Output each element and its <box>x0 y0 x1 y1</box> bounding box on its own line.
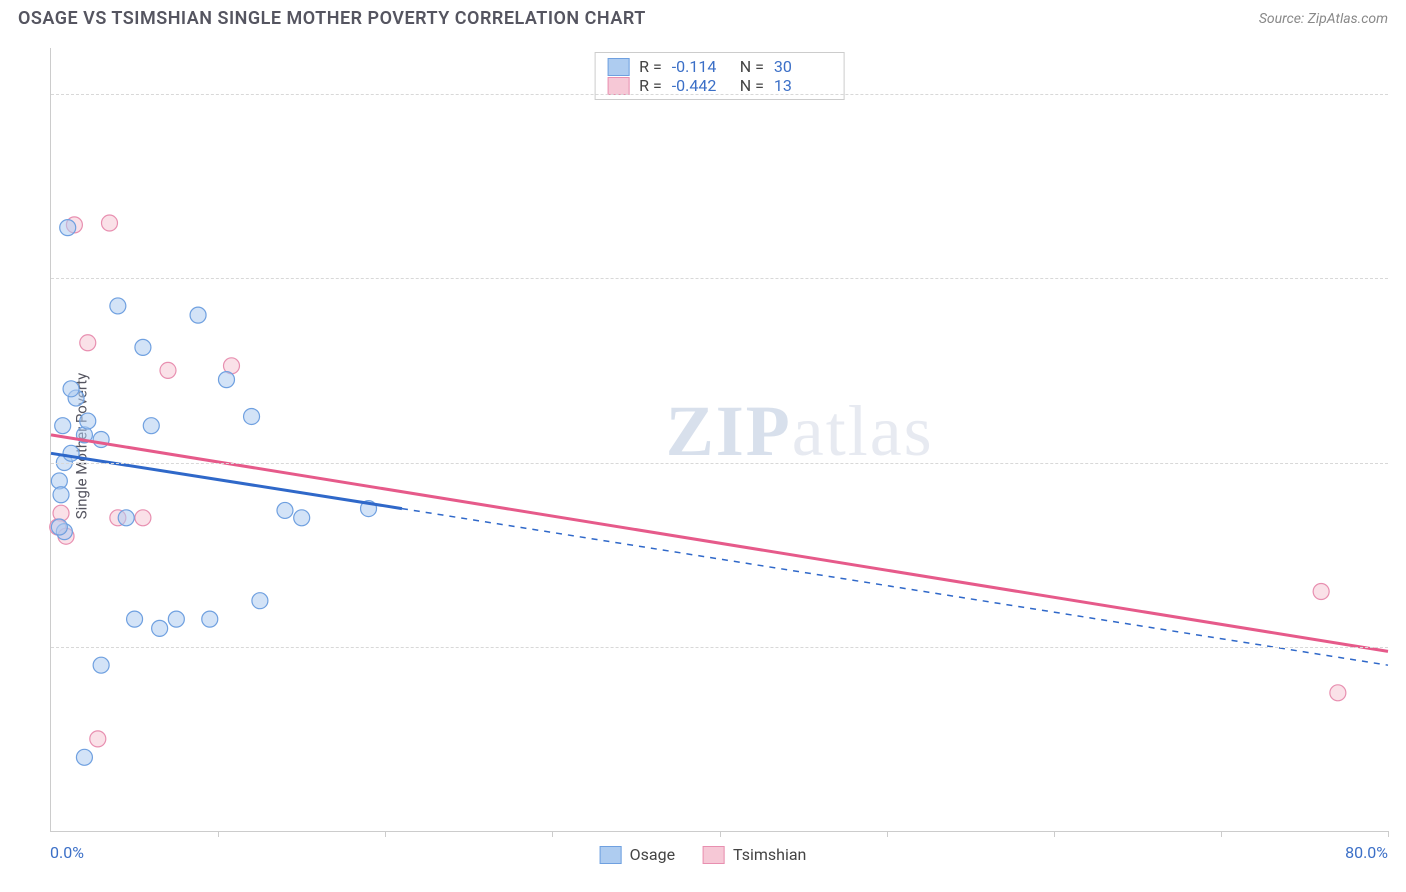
osage-point <box>294 510 310 526</box>
osage-point <box>63 445 79 461</box>
osage-point <box>60 220 76 236</box>
x-tick <box>385 831 386 837</box>
chart-svg <box>51 48 1388 831</box>
osage-point <box>190 307 206 323</box>
tsimshian-point <box>160 362 176 378</box>
osage-point <box>80 413 96 429</box>
osage-point <box>135 339 151 355</box>
tsimshian-point <box>1330 685 1346 701</box>
legend-label: Osage <box>630 845 675 864</box>
tsimshian-point <box>1313 583 1329 599</box>
osage-point <box>93 657 109 673</box>
x-tick <box>552 831 553 837</box>
osage-point <box>110 298 126 314</box>
osage-point <box>76 749 92 765</box>
osage-trendline-extension <box>402 509 1388 666</box>
gridline <box>51 463 1388 464</box>
chart-plot-area: ZIPatlas R =-0.114N =30R =-0.442N =13 20… <box>50 48 1388 832</box>
osage-point <box>127 611 143 627</box>
legend-label: Tsimshian <box>733 845 806 864</box>
osage-point <box>51 519 67 535</box>
tsimshian-trendline <box>51 435 1388 651</box>
x-tick <box>218 831 219 837</box>
osage-point <box>218 372 234 388</box>
tsimshian-swatch-icon <box>703 846 725 864</box>
osage-point <box>118 510 134 526</box>
osage-point <box>168 611 184 627</box>
osage-point <box>252 593 268 609</box>
x-tick <box>887 831 888 837</box>
tsimshian-point <box>135 510 151 526</box>
legend-series: Osage Tsimshian <box>600 845 807 864</box>
x-tick <box>1221 831 1222 837</box>
osage-point <box>55 418 71 434</box>
gridline <box>51 647 1388 648</box>
osage-point <box>202 611 218 627</box>
osage-point <box>152 620 168 636</box>
tsimshian-point <box>101 215 117 231</box>
x-axis-origin-label: 0.0% <box>50 843 84 862</box>
osage-point <box>63 381 79 397</box>
osage-swatch-icon <box>600 846 622 864</box>
osage-point <box>244 408 260 424</box>
x-tick <box>1054 831 1055 837</box>
x-tick <box>720 831 721 837</box>
osage-point <box>277 502 293 518</box>
gridline <box>51 278 1388 279</box>
tsimshian-point <box>90 731 106 747</box>
osage-point <box>53 487 69 503</box>
x-tick <box>1388 831 1389 837</box>
legend-item-osage: Osage <box>600 845 675 864</box>
legend-item-tsimshian: Tsimshian <box>703 845 806 864</box>
osage-point <box>143 418 159 434</box>
tsimshian-point <box>80 335 96 351</box>
source-label: Source: ZipAtlas.com <box>1259 11 1388 27</box>
x-axis-end-label: 80.0% <box>1345 843 1388 862</box>
page-title: OSAGE VS TSIMSHIAN SINGLE MOTHER POVERTY… <box>18 8 646 29</box>
gridline <box>51 94 1388 95</box>
